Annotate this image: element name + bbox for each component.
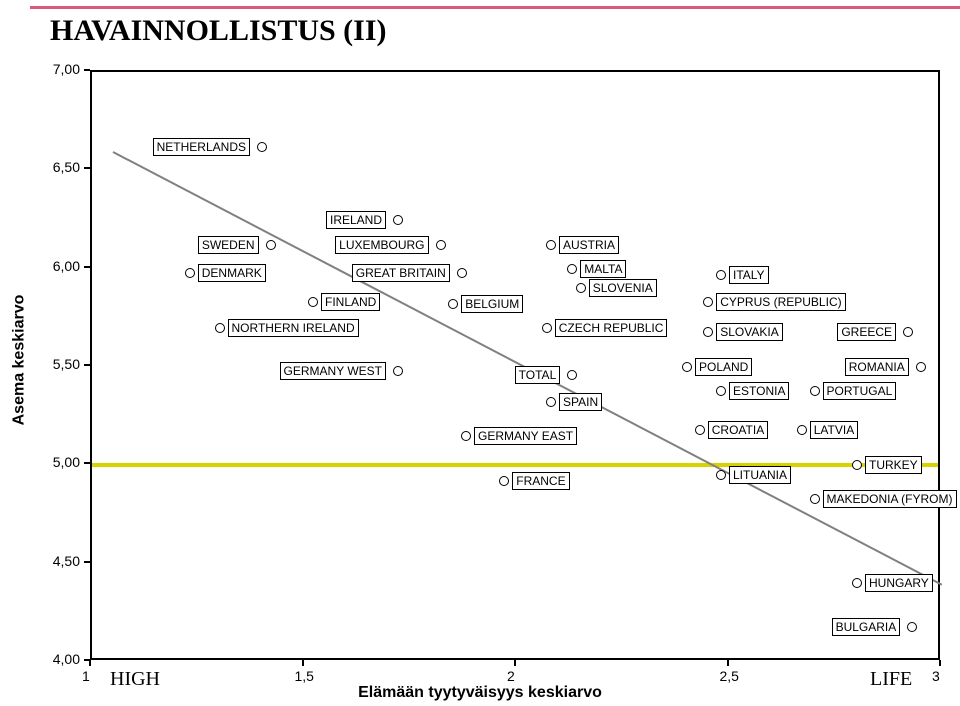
- x-tick-label: 2,5: [720, 668, 739, 684]
- x-tick: [727, 660, 729, 666]
- data-label: BELGIUM: [461, 295, 523, 313]
- data-label: SLOVAKIA: [716, 323, 782, 341]
- data-point: [185, 268, 195, 278]
- data-point: [542, 323, 552, 333]
- data-point: [567, 264, 577, 274]
- data-point: [393, 215, 403, 225]
- data-label: CYPRUS (REPUBLIC): [716, 293, 845, 311]
- data-point: [448, 299, 458, 309]
- annot-life: LIFE: [870, 668, 912, 691]
- data-label: ITALY: [729, 266, 769, 284]
- data-point: [903, 327, 913, 337]
- data-label: BULGARIA: [832, 618, 901, 636]
- data-label: FRANCE: [512, 472, 569, 490]
- data-point: [266, 240, 276, 250]
- x-tick-label: 1: [82, 668, 90, 684]
- x-axis-label: Elämään tyytyväisyys keskiarvo: [358, 684, 602, 702]
- data-label: SWEDEN: [198, 236, 259, 254]
- data-label: PORTUGAL: [823, 382, 897, 400]
- x-tick: [89, 660, 91, 666]
- data-point: [546, 397, 556, 407]
- scatter-plot: NETHERLANDS SWEDEN IRELAND LUXEMBOURG AUSTRI…: [90, 70, 940, 660]
- y-tick-label: 6,50: [53, 159, 80, 175]
- data-label: LUXEMBOURG: [335, 236, 428, 254]
- data-label: LATVIA: [810, 421, 858, 439]
- data-label: LITUANIA: [729, 466, 791, 484]
- data-point: [461, 431, 471, 441]
- data-label: POLAND: [695, 358, 752, 376]
- data-point: [916, 362, 926, 372]
- data-point: [703, 297, 713, 307]
- data-point: [436, 240, 446, 250]
- data-label: TURKEY: [865, 456, 922, 474]
- data-label: GREECE: [837, 323, 896, 341]
- data-label: CZECH REPUBLIC: [555, 319, 668, 337]
- data-point: [907, 622, 917, 632]
- y-axis-label: Asema keskiarvo: [11, 295, 29, 426]
- data-label: CROATIA: [708, 421, 768, 439]
- data-point: [716, 270, 726, 280]
- data-point: [695, 425, 705, 435]
- data-label: NETHERLANDS: [153, 138, 250, 156]
- data-label: GERMANY EAST: [474, 427, 577, 445]
- data-label: AUSTRIA: [559, 236, 619, 254]
- data-point: [703, 327, 713, 337]
- data-label: ROMANIA: [845, 358, 909, 376]
- data-label: MAKEDONIA (FYROM): [823, 490, 957, 508]
- data-point: [215, 323, 225, 333]
- data-label: IRELAND: [326, 211, 386, 229]
- data-label: HUNGARY: [865, 574, 933, 592]
- data-point: [852, 460, 862, 470]
- data-point: [308, 297, 318, 307]
- y-tick-label: 5,00: [53, 454, 80, 470]
- x-tick-label: 2: [507, 668, 515, 684]
- title-rule: [30, 6, 960, 9]
- y-tick-label: 6,00: [53, 258, 80, 274]
- y-tick-label: 7,00: [53, 61, 80, 77]
- data-point: [576, 283, 586, 293]
- y-tick: [84, 167, 90, 169]
- reference-line: [92, 463, 938, 467]
- data-point: [810, 494, 820, 504]
- y-tick: [84, 561, 90, 563]
- y-tick-label: 4,50: [53, 553, 80, 569]
- data-label: NORTHERN IRELAND: [228, 319, 359, 337]
- y-tick-label: 5,50: [53, 356, 80, 372]
- data-point: [797, 425, 807, 435]
- data-label: ESTONIA: [729, 382, 789, 400]
- data-label: GREAT BRITAIN: [352, 264, 450, 282]
- x-tick: [939, 660, 941, 666]
- data-point: [716, 386, 726, 396]
- data-label: FINLAND: [321, 293, 380, 311]
- data-label: SPAIN: [559, 393, 602, 411]
- data-label: SLOVENIA: [589, 279, 657, 297]
- data-label: DENMARK: [198, 264, 266, 282]
- data-point: [852, 578, 862, 588]
- x-tick: [514, 660, 516, 666]
- page-title: HAVAINNOLLISTUS (II): [50, 14, 387, 48]
- x-tick: [302, 660, 304, 666]
- y-tick: [84, 69, 90, 71]
- data-label: TOTAL: [515, 366, 561, 384]
- data-point: [682, 362, 692, 372]
- data-point: [257, 142, 267, 152]
- data-point: [567, 370, 577, 380]
- data-point: [716, 470, 726, 480]
- data-point: [499, 476, 509, 486]
- x-tick-label: 3: [932, 668, 940, 684]
- data-label: GERMANY WEST: [280, 362, 386, 380]
- data-point: [810, 386, 820, 396]
- data-point: [546, 240, 556, 250]
- data-point: [393, 366, 403, 376]
- y-tick: [84, 462, 90, 464]
- data-point: [457, 268, 467, 278]
- annot-high: HIGH: [110, 668, 160, 691]
- y-tick: [84, 266, 90, 268]
- data-label: MALTA: [580, 260, 626, 278]
- x-tick-label: 1,5: [295, 668, 314, 684]
- y-tick-label: 4,00: [53, 651, 80, 667]
- y-tick: [84, 364, 90, 366]
